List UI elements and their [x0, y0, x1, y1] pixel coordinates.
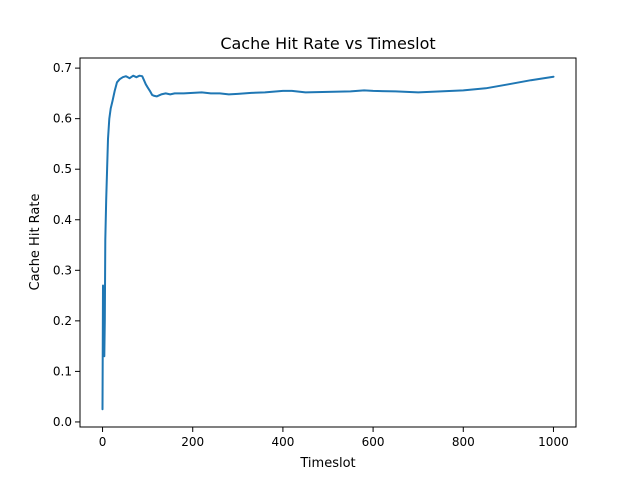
y-tick-label: 0.3: [53, 263, 72, 277]
y-tick-label: 0.2: [53, 314, 72, 328]
x-tick-label: 200: [181, 435, 204, 449]
series-line-0: [101, 74, 555, 411]
chart-title: Cache Hit Rate vs Timeslot: [220, 34, 435, 53]
x-tick-label: 800: [452, 435, 475, 449]
x-tick-label: 0: [99, 435, 107, 449]
x-tick-label: 1000: [538, 435, 569, 449]
x-axis-ticks: 0 200 400 600 800 1000: [99, 427, 569, 449]
y-tick-label: 0.6: [53, 112, 72, 126]
y-tick-label: 0.5: [53, 162, 72, 176]
axes-frame: [79, 57, 577, 428]
y-tick-label: 0.7: [53, 61, 72, 75]
y-axis-ticks: 0.0 0.1 0.2 0.3 0.4 0.5 0.6 0.7: [53, 61, 80, 429]
y-axis-label: Cache Hit Rate: [28, 194, 43, 291]
x-tick-label: 600: [362, 435, 385, 449]
x-tick-label: 400: [271, 435, 294, 449]
x-axis-label: Timeslot: [299, 456, 355, 471]
y-tick-label: 0.0: [53, 415, 72, 429]
y-tick-label: 0.1: [53, 364, 72, 378]
y-tick-label: 0.4: [53, 213, 72, 227]
plot-area: [79, 57, 577, 428]
